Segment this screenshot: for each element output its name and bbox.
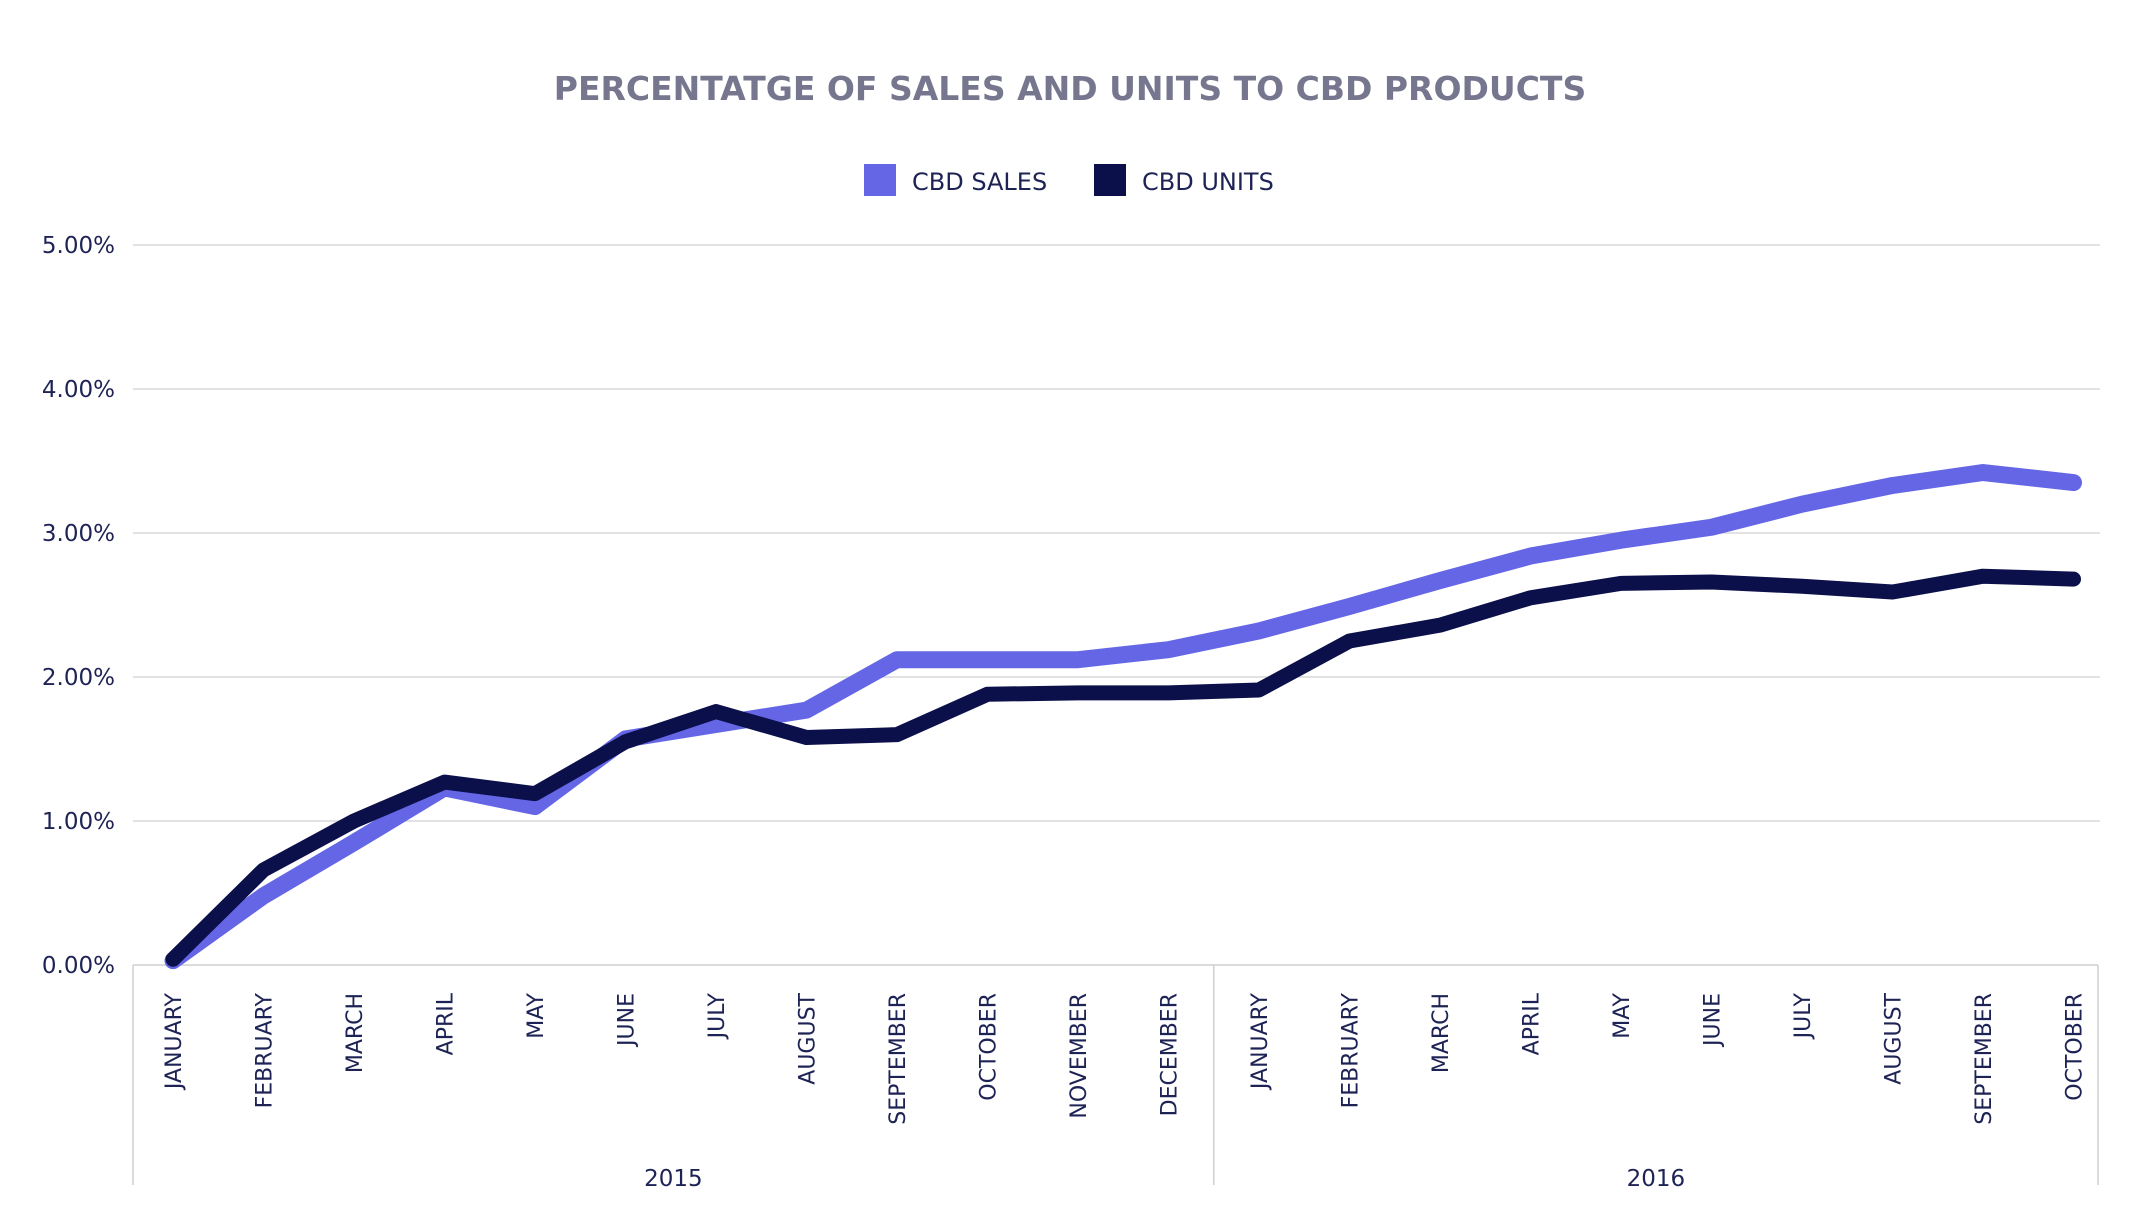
x-tick-label: MARCH xyxy=(1429,993,1454,1073)
y-axis: 0.00% 1.00% 2.00% 3.00% 4.00% 5.00% xyxy=(42,233,115,979)
chart-title: PERCENTATGE OF SALES AND UNITS TO CBD PR… xyxy=(554,69,1586,108)
x-tick-label: APRIL xyxy=(1520,992,1545,1055)
x-tick-label: JULY xyxy=(1791,992,1816,1040)
x-tick-label: MAY xyxy=(1610,992,1635,1038)
x-tick-label: OCTOBER xyxy=(977,993,1002,1101)
legend-label: CBD SALES xyxy=(912,168,1047,196)
y-tick-label: 5.00% xyxy=(42,233,115,259)
x-tick-label: OCTOBER xyxy=(2063,993,2088,1101)
legend-swatch xyxy=(864,164,896,196)
x-tick-label: APRIL xyxy=(434,992,459,1055)
y-tick-label: 2.00% xyxy=(42,665,115,691)
x-tick-label: AUGUST xyxy=(1882,992,1907,1084)
legend-swatch xyxy=(1094,164,1126,196)
y-tick-label: 0.00% xyxy=(42,953,115,979)
x-tick-label: SEPTEMBER xyxy=(886,993,911,1125)
legend: CBD SALES CBD UNITS xyxy=(864,164,1274,196)
x-tick-label: JANUARY xyxy=(162,992,187,1091)
x-tick-label: DECEMBER xyxy=(1158,993,1183,1116)
series-line-cbd-sales xyxy=(164,464,2082,970)
x-axis: JANUARY FEBRUARY MARCH APRIL MAY JUNE JULY AUGU… xyxy=(132,964,2099,1192)
series-line-cbd-units xyxy=(165,568,2081,967)
x-group-label: 2015 xyxy=(644,1166,703,1192)
x-tick-label: FEBRUARY xyxy=(1339,992,1364,1108)
x-tick-label: JANUARY xyxy=(1248,992,1273,1091)
x-tick-label: MAY xyxy=(524,992,549,1038)
x-tick-label: FEBRUARY xyxy=(253,992,278,1108)
y-tick-label: 1.00% xyxy=(42,809,115,835)
x-tick-label: JUNE xyxy=(1701,993,1726,1048)
x-group-label: 2016 xyxy=(1627,1166,1686,1192)
x-tick-label: MARCH xyxy=(343,993,368,1073)
series-lines xyxy=(164,464,2082,970)
legend-label: CBD UNITS xyxy=(1142,168,1274,196)
x-tick-label: AUGUST xyxy=(796,992,821,1084)
x-tick-label: JUNE xyxy=(615,993,640,1048)
y-tick-label: 4.00% xyxy=(42,377,115,403)
x-tick-label: NOVEMBER xyxy=(1067,993,1092,1119)
x-tick-label: JULY xyxy=(705,992,730,1040)
gridlines xyxy=(133,244,2100,822)
x-tick-label: SEPTEMBER xyxy=(1972,993,1997,1125)
y-tick-label: 3.00% xyxy=(42,521,115,547)
